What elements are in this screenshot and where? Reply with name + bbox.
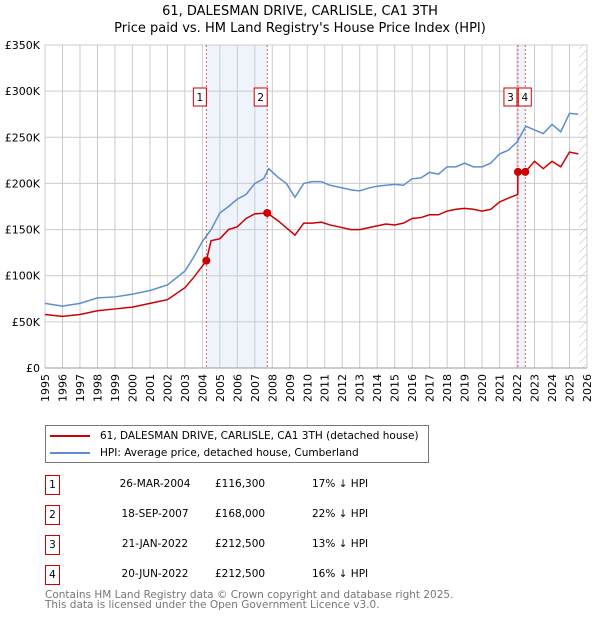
x-tick-label: 2003 xyxy=(179,374,192,402)
sale-hpi: 17% ↓ HPI xyxy=(312,478,369,490)
sale-marker-box xyxy=(192,87,207,107)
x-tick-label: 2005 xyxy=(214,374,227,402)
y-tick-label: £350K xyxy=(5,39,41,52)
sale-date: 20-JUN-2022 xyxy=(121,568,189,580)
x-tick-label: 2004 xyxy=(196,374,209,402)
sale-marker-label: 2 xyxy=(257,92,264,104)
y-tick-label: £200K xyxy=(5,177,41,190)
chart-subtitle: Price paid vs. HM Land Registry's House … xyxy=(114,21,486,36)
x-tick-label: 1995 xyxy=(39,374,52,402)
x-tick-label: 2001 xyxy=(144,374,157,402)
x-tick-label: 1998 xyxy=(91,374,104,402)
x-tick-label: 2009 xyxy=(284,374,297,402)
footer-line: Contains HM Land Registry data © Crown c… xyxy=(45,589,454,601)
sale-price: £116,300 xyxy=(215,478,266,490)
sale-row: 2 18-SEP-2007 £168,000 22% ↓ HPI xyxy=(45,505,465,525)
series-hpi xyxy=(44,112,579,307)
y-tick-label: £250K xyxy=(5,131,41,144)
x-tick-label: 1996 xyxy=(56,374,69,402)
footer: Contains HM Land Registry data © Crown c… xyxy=(45,589,454,611)
x-tick-label: 2007 xyxy=(249,374,262,402)
sale-hpi: 22% ↓ HPI xyxy=(312,508,369,520)
x-tick-label: 2017 xyxy=(424,374,437,402)
sale-point xyxy=(202,256,211,265)
x-tick-label: 2015 xyxy=(389,374,402,402)
sale-point xyxy=(513,167,522,176)
y-tick-label: £0 xyxy=(26,362,40,375)
chart-title: 61, DALESMAN DRIVE, CARLISLE, CA1 3TH xyxy=(162,4,438,19)
sale-marker-label: 1 xyxy=(197,92,204,104)
x-tick-label: 2006 xyxy=(231,374,244,402)
sale-date: 26-MAR-2004 xyxy=(119,478,191,490)
sale-marker-label: 4 xyxy=(521,92,528,104)
sale-hpi: 16% ↓ HPI xyxy=(312,568,369,580)
x-tick-label: 2018 xyxy=(441,374,454,402)
x-tick-label: 2000 xyxy=(126,374,139,402)
legend-swatch xyxy=(50,435,90,437)
x-tick-label: 2022 xyxy=(511,374,524,402)
legend-item-property: 61, DALESMAN DRIVE, CARLISLE, CA1 3TH (d… xyxy=(50,428,419,444)
sale-hpi: 13% ↓ HPI xyxy=(312,538,369,550)
x-tick-label: 2012 xyxy=(336,374,349,402)
x-tick-label: 2014 xyxy=(371,374,384,402)
shaded-period xyxy=(517,45,526,368)
x-tick-label: 2013 xyxy=(354,374,367,402)
x-tick-label: 2011 xyxy=(319,374,332,402)
x-tick-label: 2026 xyxy=(581,374,594,402)
legend-item-hpi: HPI: Average price, detached house, Cumb… xyxy=(50,445,359,461)
y-tick-label: £150K xyxy=(5,224,41,237)
x-tick-label: 2002 xyxy=(161,374,174,402)
sale-marker-box xyxy=(503,87,518,107)
y-tick-label: £300K xyxy=(5,85,41,98)
sale-row: 4 20-JUN-2022 £212,500 16% ↓ HPI xyxy=(45,565,465,585)
sale-point xyxy=(521,167,530,176)
sale-marker-box xyxy=(253,87,268,107)
forecast-hatch xyxy=(579,45,587,368)
sale-marker-box xyxy=(517,87,532,107)
legend-label: 61, DALESMAN DRIVE, CARLISLE, CA1 3TH (d… xyxy=(100,430,419,442)
sale-point xyxy=(263,208,272,217)
x-tick-label: 1999 xyxy=(109,374,122,402)
sale-price: £212,500 xyxy=(215,538,266,550)
x-tick-label: 2019 xyxy=(459,374,472,402)
x-tick-label: 2025 xyxy=(564,374,577,402)
x-tick-label: 2008 xyxy=(266,374,279,402)
sale-number: 2 xyxy=(45,505,60,525)
sale-price: £168,000 xyxy=(215,508,266,520)
sale-date: 18-SEP-2007 xyxy=(121,508,189,520)
sale-row: 1 26-MAR-2004 £116,300 17% ↓ HPI xyxy=(45,475,465,495)
sale-row: 3 21-JAN-2022 £212,500 13% ↓ HPI xyxy=(45,535,465,555)
sale-number: 3 xyxy=(45,535,60,555)
y-tick-label: £100K xyxy=(5,270,41,283)
x-tick-label: 2024 xyxy=(546,374,559,402)
legend: 61, DALESMAN DRIVE, CARLISLE, CA1 3TH (d… xyxy=(45,425,429,463)
price-chart: 1995 1996 1997 1998 1999 2000 2001 2002 2003 2004… xyxy=(5,39,594,402)
legend-swatch xyxy=(50,452,90,454)
sale-number: 1 xyxy=(45,475,60,495)
x-tick-label: 2021 xyxy=(494,374,507,402)
x-tick-label: 2010 xyxy=(301,374,314,402)
series-property xyxy=(44,151,579,318)
x-tick-label: 1997 xyxy=(74,374,87,402)
legend-label: HPI: Average price, detached house, Cumb… xyxy=(100,447,359,459)
x-tick-label: 2023 xyxy=(529,374,542,402)
x-tick-label: 2020 xyxy=(476,374,489,402)
sale-date: 21-JAN-2022 xyxy=(121,538,189,550)
sale-number: 4 xyxy=(45,565,60,585)
sale-marker-label: 3 xyxy=(507,92,514,104)
footer-line: This data is licensed under the Open Gov… xyxy=(45,599,380,611)
sale-price: £212,500 xyxy=(215,568,266,580)
y-tick-label: £50K xyxy=(12,316,41,329)
x-tick-label: 2016 xyxy=(406,374,419,402)
